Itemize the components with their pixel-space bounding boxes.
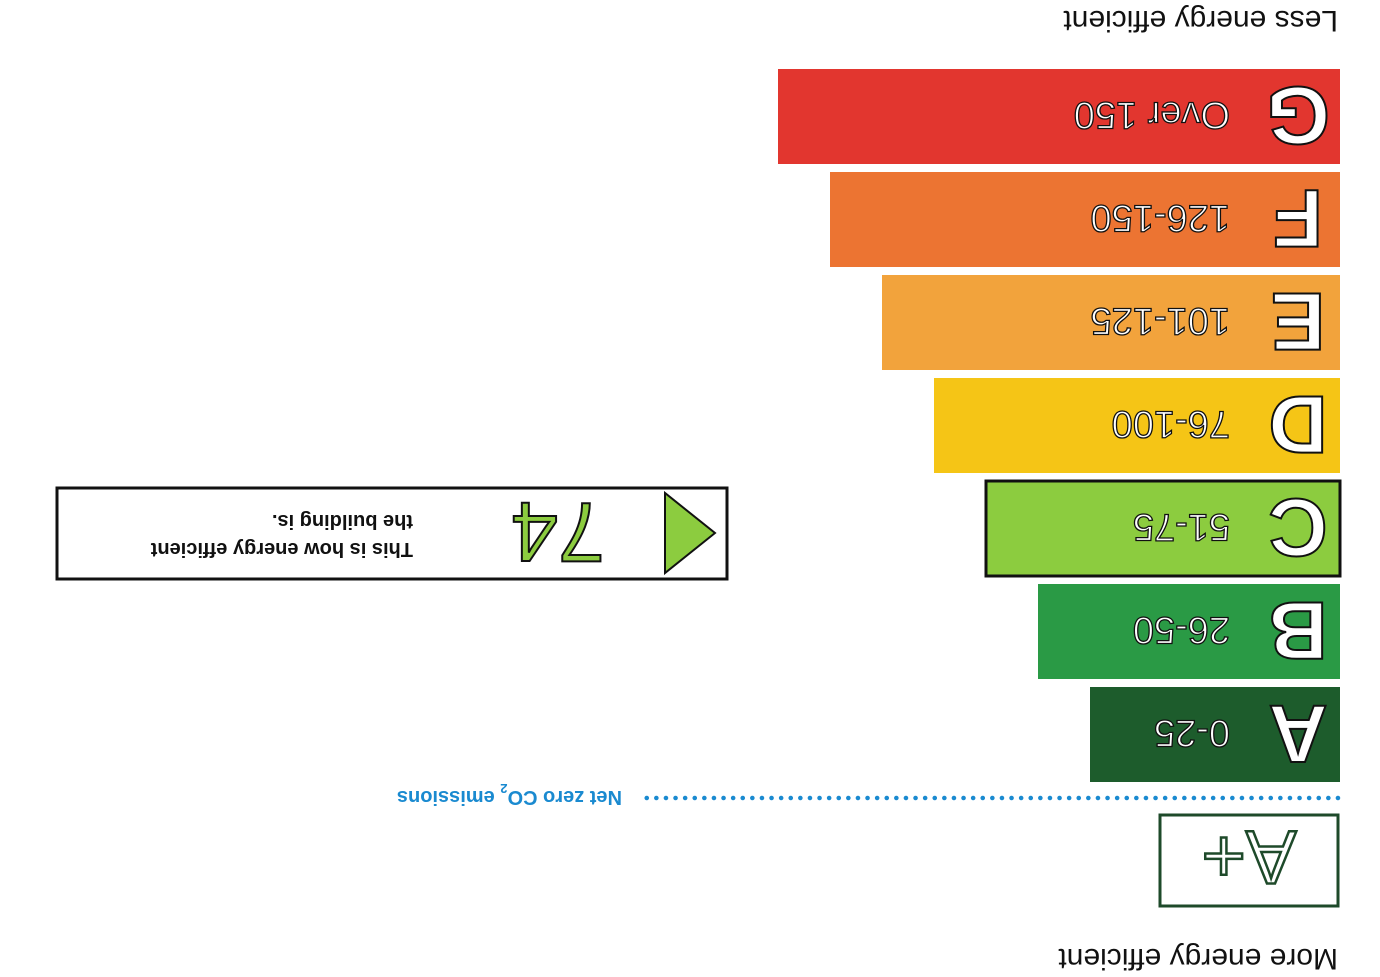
band-g-bar [778,69,1340,164]
band-c-bar [984,479,1342,578]
band-c-range: 51-75 [1133,506,1230,548]
band-f-letter: F [1273,173,1323,264]
band-d-bar [934,378,1340,473]
rating-bands: A 0-25 B 26-50 C 51-75 D 76-100 E 101-125 F 126-150… [778,69,1342,782]
band-a-letter: A [1268,688,1327,779]
band-g-letter: G [1266,70,1330,161]
rating-box-frame [55,486,729,581]
band-b-range: 26-50 [1133,609,1230,651]
aplus-frame [1158,813,1340,908]
band-a-bar [1090,687,1340,782]
band-e-range: 101-125 [1091,300,1230,342]
band-c-letter: C [1268,482,1327,573]
rating-arrow [664,490,717,576]
net-zero-subscript: 2 [500,781,507,796]
band-b-bar [1038,584,1340,679]
less-efficient-label: Less energy efficient [1063,4,1338,37]
band-f-bar [830,172,1340,267]
band-a-range: 0-25 [1154,712,1230,754]
band-b-letter: B [1268,585,1327,676]
rating-text-line2: the building is. [272,510,413,532]
band-e-bar [882,275,1340,370]
band-e-letter: E [1271,276,1326,367]
net-zero-label: Net zero CO2 emissions [397,781,622,808]
band-d-range: 76-100 [1112,403,1230,445]
band-g-range: Over 150 [1074,94,1230,136]
band-d-letter: D [1268,379,1327,470]
net-zero-text: Net zero CO [508,786,622,808]
aplus-box: A+ [1158,813,1340,908]
net-zero-suffix: emissions [397,786,500,808]
aplus-label: A+ [1201,814,1296,899]
rating-text-line1: This is how energy efficient [150,538,413,560]
rating-box: 74 This is how energy efficient the buil… [55,484,729,581]
band-f-range: 126-150 [1091,197,1230,239]
rating-value: 74 [511,485,604,579]
more-efficient-label: More energy efficient [1058,942,1338,975]
